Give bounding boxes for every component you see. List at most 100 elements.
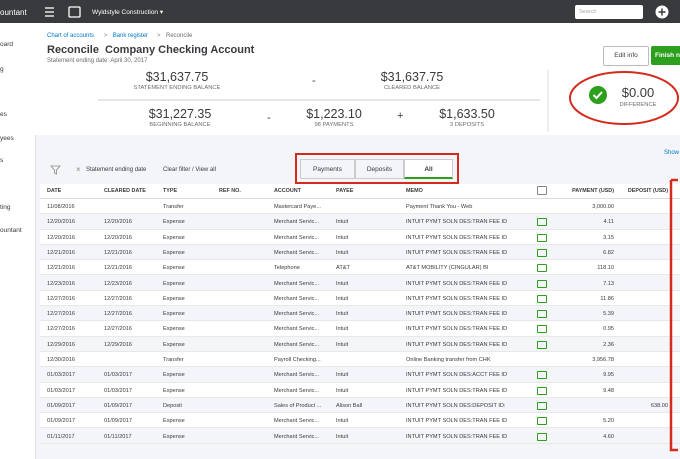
- table-row[interactable]: [40, 428, 680, 444]
- table-cell: Merchant Servic...: [274, 387, 320, 394]
- match-icon[interactable]: [537, 417, 547, 426]
- table-row[interactable]: [40, 199, 680, 215]
- sidebar-item[interactable]: ountant: [0, 227, 22, 234]
- table-row[interactable]: [40, 290, 680, 307]
- table-row[interactable]: [40, 229, 680, 245]
- table-row[interactable]: [40, 336, 680, 352]
- table-row[interactable]: [40, 367, 680, 383]
- table-cell: Intuit: [336, 433, 349, 440]
- finish-button[interactable]: Finish n: [651, 46, 680, 65]
- table-row[interactable]: [40, 275, 680, 291]
- filter-tab[interactable]: Deposits: [355, 159, 404, 179]
- table-cell: INTUIT PYMT SOLN DES:ACCT FEE ID: [406, 372, 508, 379]
- table-cell: INTUIT PYMT SOLN DES:TRAN FEE ID: [406, 326, 508, 333]
- table-cell: 12/21/2016: [104, 249, 132, 256]
- table-row[interactable]: [40, 260, 680, 276]
- match-icon[interactable]: [537, 294, 547, 303]
- operator: -: [267, 112, 271, 124]
- summary-label: 3 DEPOSITS: [449, 122, 485, 128]
- table-cell: 01/09/2017: [47, 418, 75, 425]
- summary-label: 98 PAYMENTS: [314, 122, 354, 128]
- table-cell: Merchant Servic...: [274, 219, 320, 226]
- table-row[interactable]: [40, 413, 680, 429]
- table-header: [40, 184, 680, 199]
- table-cell: Intuit: [336, 418, 349, 425]
- match-icon[interactable]: [537, 340, 547, 349]
- column-header: ACCOUNT: [274, 188, 301, 194]
- table-row[interactable]: [40, 397, 680, 414]
- match-icon[interactable]: [537, 264, 547, 273]
- sidebar-item[interactable]: s: [0, 157, 4, 164]
- table-cell: Merchant Servic...: [274, 311, 320, 318]
- summary-amount: $31,637.75: [380, 70, 444, 84]
- table-row[interactable]: [40, 306, 680, 322]
- edit-button[interactable]: Edit info: [603, 46, 649, 66]
- filter-chip[interactable]: Statement ending date: [86, 167, 147, 173]
- company-name: Wyldstyle Construction: [92, 9, 159, 16]
- match-icon[interactable]: [537, 310, 547, 319]
- table-cell: 12/21/2016: [104, 265, 132, 272]
- breadcrumb-link[interactable]: Bank register: [112, 33, 149, 39]
- table-cell: AT&T: [336, 265, 350, 272]
- table-cell: AT&T MOBILITY (CINGULAR) BI: [406, 265, 489, 272]
- account-name: Company Checking Account: [105, 44, 255, 56]
- company-menu[interactable]: Wyldstyle Construction ▾: [92, 9, 164, 16]
- table-row[interactable]: [40, 382, 680, 398]
- sidebar-item[interactable]: es: [0, 111, 7, 118]
- add-button[interactable]: [653, 4, 671, 20]
- match-icon[interactable]: [537, 371, 547, 380]
- table-cell: Deposit: [163, 402, 182, 409]
- table-cell: 12/27/2016: [47, 311, 75, 318]
- table-cell: Expense: [163, 387, 185, 394]
- match-icon[interactable]: [537, 401, 547, 410]
- sidebar-item[interactable]: ting: [0, 204, 11, 211]
- match-icon[interactable]: [537, 233, 547, 242]
- filter-tab[interactable]: All: [404, 159, 453, 179]
- show-link[interactable]: Show: [664, 150, 680, 156]
- table-cell: 01/03/2017: [104, 387, 132, 394]
- table-cell: Merchant Servic...: [274, 280, 320, 287]
- table-cell: Payment Thank You - Web: [406, 204, 473, 210]
- sidebar-item[interactable]: oard: [0, 41, 14, 48]
- table-cell: 638.00: [650, 402, 668, 409]
- table-cell: Mastercard Paye...: [274, 204, 321, 210]
- match-icon[interactable]: [537, 218, 547, 227]
- table-row[interactable]: [40, 321, 680, 337]
- page-title: Reconcile: [47, 44, 99, 56]
- table-cell: 12/27/2016: [47, 295, 75, 302]
- summary-label: STATEMENT ENDING BALANCE: [133, 85, 221, 91]
- match-icon[interactable]: [537, 432, 547, 441]
- sidebar-item[interactable]: yees: [0, 135, 14, 142]
- match-icon[interactable]: [537, 325, 547, 334]
- filter-clear-x: ×: [76, 165, 81, 174]
- table-cell: Intuit: [336, 249, 349, 256]
- match-icon[interactable]: [537, 386, 547, 395]
- table-cell: Expense: [163, 341, 185, 348]
- clear-filter[interactable]: Clear filter / View all: [163, 167, 216, 173]
- table-cell: 12/27/2016: [104, 295, 132, 302]
- breadcrumb-link[interactable]: Chart of accounts: [47, 33, 95, 39]
- filter-tab[interactable]: Payments: [300, 159, 355, 179]
- statement-date: Statement ending date: April 30, 2017: [47, 58, 148, 64]
- table-cell: INTUIT PYMT SOLN DES:TRAN FEE ID: [406, 234, 508, 241]
- table-cell: Intuit: [336, 372, 349, 379]
- table-cell: Expense: [163, 418, 185, 425]
- breadcrumb-link: Reconcile: [166, 33, 193, 39]
- table-cell: 2.36: [603, 341, 614, 348]
- summary-label: CLEARED BALANCE: [383, 85, 441, 91]
- sidebar-item[interactable]: g: [0, 66, 4, 73]
- search-box[interactable]: Search: [575, 5, 643, 19]
- table-row[interactable]: [40, 214, 680, 230]
- table-cell: Intuit: [336, 219, 349, 226]
- match-icon[interactable]: [537, 279, 547, 288]
- table-cell: 3,956.78: [592, 357, 614, 363]
- table-cell: INTUIT PYMT SOLN DES:TRAN FEE ID: [406, 387, 508, 394]
- table-cell: Expense: [163, 249, 185, 256]
- match-icon[interactable]: [537, 248, 547, 257]
- table-cell: INTUIT PYMT SOLN DES:TRAN FEE ID: [406, 249, 508, 256]
- table-row[interactable]: [40, 244, 680, 261]
- table-row[interactable]: [40, 352, 680, 368]
- table-cell: 12/20/2016: [47, 219, 75, 226]
- table-cell: 4.60: [603, 433, 614, 440]
